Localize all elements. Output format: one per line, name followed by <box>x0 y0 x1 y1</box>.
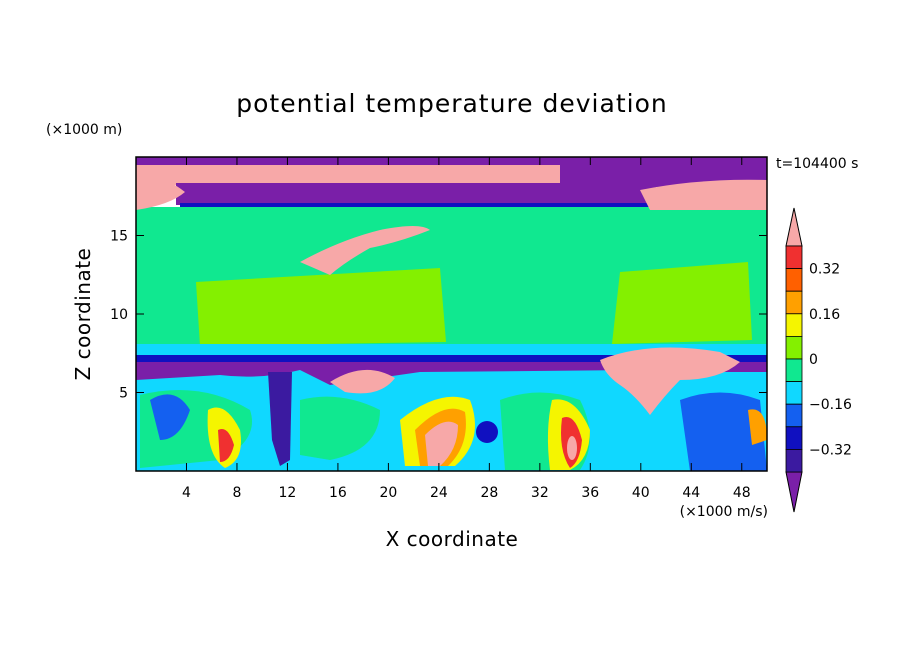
x-axis-ticks: 4 8 12 16 20 24 28 32 36 40 44 48 <box>182 157 751 501</box>
x-tick-label: 36 <box>581 485 599 501</box>
x-tick-label: 12 <box>279 485 297 501</box>
field-lime-plateau <box>196 268 446 346</box>
x-tick-label: 40 <box>632 485 650 501</box>
colorbar-box <box>785 381 803 405</box>
field-lower-pink-24 <box>425 421 458 466</box>
chart-title: potential temperature deviation <box>236 89 667 118</box>
field-lower-green-16 <box>300 396 380 460</box>
y-axis-label: Z coordinate <box>71 248 95 381</box>
field-navy-layer <box>136 355 767 363</box>
y-tick-label: 10 <box>110 307 128 323</box>
x-tick-label: 32 <box>531 485 549 501</box>
potential-temperature-field <box>136 157 767 471</box>
field-cyan-layer <box>136 344 767 358</box>
colorbar-tick-label: 0.16 <box>809 307 840 323</box>
field-lower-orange-48 <box>748 409 767 445</box>
x-unit-label: (×1000 m/s) <box>680 504 768 520</box>
x-tick-label: 28 <box>480 485 498 501</box>
y-unit-label: (×1000 m) <box>46 122 122 138</box>
field-lower-pink-40 <box>600 347 740 415</box>
field-lower-red-8 <box>218 429 234 462</box>
field-lower-pink-34 <box>567 436 577 460</box>
colorbar-box <box>785 335 803 360</box>
field-lower-blue-left <box>150 394 190 440</box>
x-tick-label: 8 <box>232 485 241 501</box>
field-band-upper-purple <box>176 183 656 205</box>
field-band-left-pink <box>136 177 185 210</box>
x-tick-label: 4 <box>182 485 191 501</box>
x-tick-label: 16 <box>329 485 347 501</box>
colorbar-tick-label: −0.16 <box>809 397 852 413</box>
colorbar-extension-high <box>785 207 803 247</box>
field-lower-navy-12 <box>268 372 292 466</box>
colorbar-box <box>785 426 803 450</box>
colorbar: 0.32 0.16 0 −0.16 −0.32 <box>785 207 852 513</box>
colorbar-box <box>785 313 803 337</box>
colorbar-box <box>785 268 803 292</box>
colorbar-box <box>785 448 803 473</box>
field-lime-right <box>612 262 752 344</box>
field-lower-navy-28 <box>476 421 498 443</box>
x-tick-label: 20 <box>379 485 397 501</box>
field-pink-mid-plume <box>300 226 430 275</box>
colorbar-box <box>785 358 803 383</box>
colorbar-tick-label: 0 <box>809 352 818 368</box>
y-axis-ticks: 5 10 15 <box>110 229 767 402</box>
time-label: t=104400 s <box>776 156 858 172</box>
colorbar-tick-label: 0.32 <box>809 262 840 278</box>
x-tick-label: 44 <box>682 485 700 501</box>
field-band-navy-line <box>180 203 767 207</box>
field-lower-blue-44 <box>680 392 767 471</box>
y-tick-label: 15 <box>110 229 128 245</box>
y-tick-label: 5 <box>119 386 128 402</box>
x-axis-label: X coordinate <box>386 527 519 551</box>
x-tick-label: 24 <box>430 485 448 501</box>
colorbar-tick-label: −0.32 <box>809 442 852 458</box>
x-tick-label: 48 <box>733 485 751 501</box>
field-lower-pink-18 <box>330 369 395 394</box>
field-band-right-pink <box>640 179 767 210</box>
colorbar-box <box>785 290 803 315</box>
colorbar-extension-low <box>785 471 803 513</box>
colorbar-box <box>785 403 803 428</box>
colorbar-box <box>785 245 803 270</box>
